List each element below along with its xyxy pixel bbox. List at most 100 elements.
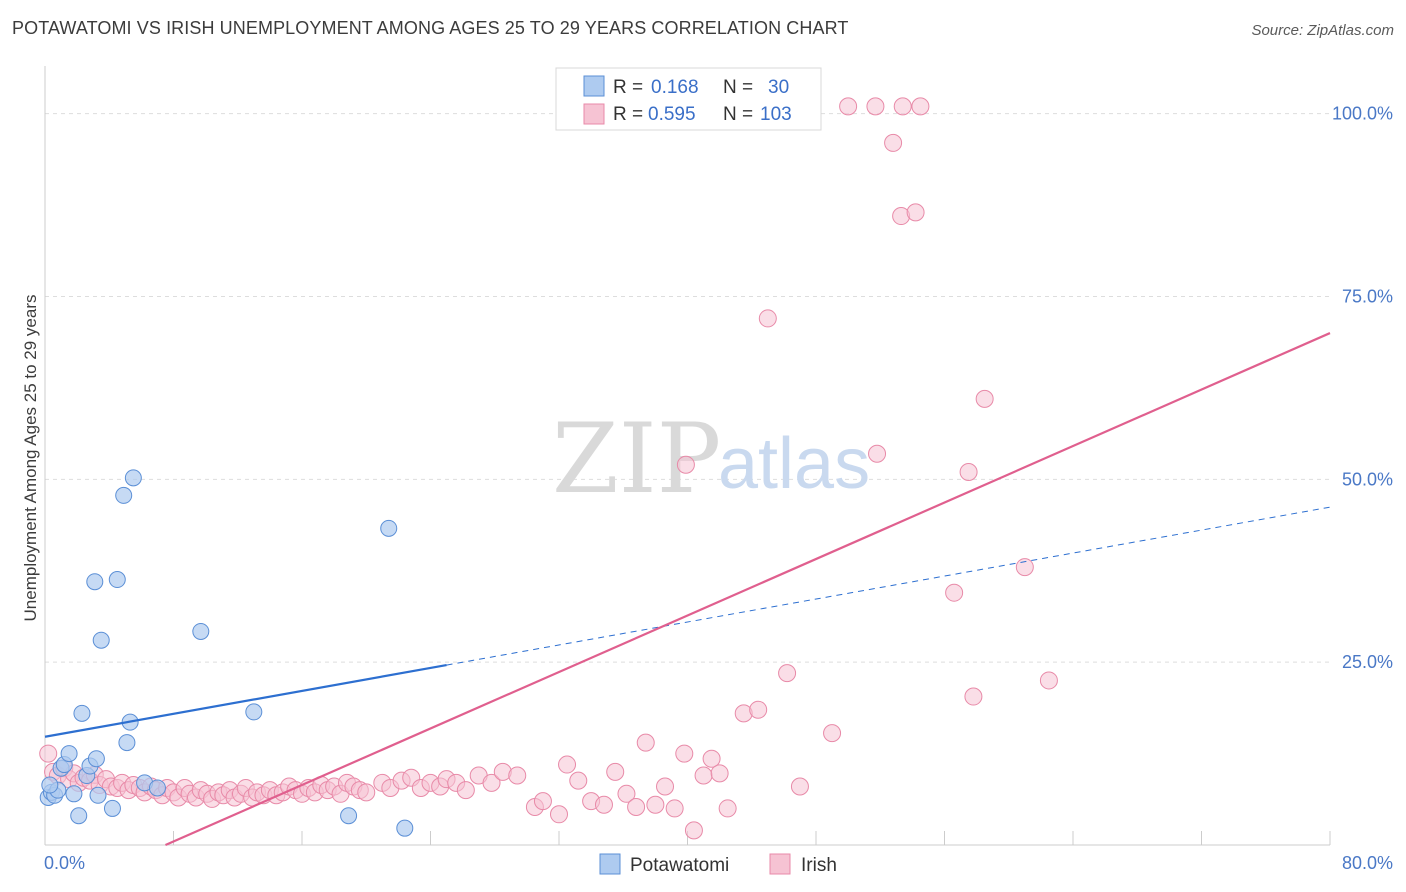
irish-trend-line [165,332,1331,847]
irish-point-103 [868,444,887,463]
potawatomi-points [39,469,414,837]
irish-point-83 [665,799,684,818]
irish-point-85 [684,821,703,840]
irish-point-107 [959,463,978,482]
irish-point-84 [675,744,694,763]
watermark-atlas: atlas [718,424,870,504]
irish-point-88 [710,764,729,783]
bottom-legend-swatch-potawatomi [599,853,621,875]
irish-point-79 [627,797,646,816]
grid-lines [45,113,1330,663]
legend-swatch-potawatomi [583,75,605,97]
watermark: ZIP atlas [552,403,870,515]
y-tick-label-3: 100.0% [1332,104,1393,124]
bottom-legend-potawatomi: Potawatomi [630,855,729,876]
irish-point-74 [569,771,588,790]
potawatomi-trend-extension [446,506,1331,666]
irish-point-67 [482,773,501,792]
irish-point-104 [676,455,695,474]
potawatomi-point-19 [118,734,136,752]
legend-r-value-2: 0.595 [648,104,696,125]
irish-point-92 [758,309,777,328]
legend-swatch-irish [583,103,605,125]
irish-point-100 [911,97,930,116]
irish-point-71 [533,792,552,811]
legend-r-label-1: R = [613,77,643,98]
potawatomi-point-8 [70,807,88,825]
potawatomi-point-14 [89,786,107,804]
irish-point-106 [964,687,983,706]
potawatomi-point-29 [41,776,59,794]
legend-n-value-2: 103 [760,104,792,125]
irish-point-65 [456,781,475,800]
irish-point-82 [656,777,675,796]
series-legend: Potawatomi Irish [599,853,837,876]
irish-point-95 [823,724,842,743]
irish-points [39,97,1058,840]
irish-point-102 [906,203,925,222]
bottom-legend-swatch-irish [769,853,791,875]
x-tick-label-1: 80.0% [1342,853,1393,873]
irish-point-0 [39,744,58,763]
potawatomi-point-12 [87,750,105,768]
x-tick-label-0: 0.0% [44,853,85,873]
irish-point-81 [646,795,665,814]
irish-point-72 [550,805,568,824]
irish-point-80 [636,733,655,752]
potawatomi-point-18 [115,486,133,504]
y-tick-label-0: 25.0% [1342,652,1393,672]
irish-point-110 [1039,671,1058,690]
irish-point-87 [702,749,721,768]
irish-point-69 [508,766,527,785]
potawatomi-point-7 [65,785,83,803]
potawatomi-point-6 [60,745,78,763]
potawatomi-point-24 [192,622,210,640]
correlation-legend: R = 0.168 N = 30 R = 0.595 N = 103 [555,67,822,131]
irish-point-96 [839,97,858,116]
potawatomi-point-27 [380,519,398,537]
irish-point-93 [778,664,797,683]
potawatomi-point-26 [340,807,358,825]
potawatomi-point-9 [73,704,91,722]
potawatomi-point-13 [86,573,104,591]
y-tick-label-2: 75.0% [1342,286,1393,306]
irish-point-98 [884,133,903,152]
irish-point-108 [975,389,994,408]
irish-point-76 [594,795,613,814]
potawatomi-point-15 [92,631,110,649]
irish-point-77 [606,762,625,781]
y-axis-label: Unemployment Among Ages 25 to 29 years [21,295,40,622]
irish-point-78 [617,784,636,803]
irish-point-109 [1015,558,1034,577]
axes [44,66,1331,846]
legend-n-label-2: N = [723,104,753,125]
legend-n-label-1: N = [723,77,753,98]
potawatomi-point-25 [245,703,263,721]
legend-r-value-1: 0.168 [651,77,699,98]
irish-point-55 [357,783,376,802]
potawatomi-point-16 [103,799,121,817]
irish-point-94 [790,777,809,796]
irish-point-97 [866,97,885,116]
potawatomi-trend-line [44,664,447,738]
source-label: Source: ZipAtlas.com [1251,22,1394,39]
watermark-zip: ZIP [552,403,721,515]
irish-point-105 [945,583,964,602]
potawatomi-point-23 [148,779,166,797]
legend-n-value-1: 30 [768,77,789,98]
trend-lines [44,332,1331,847]
potawatomi-point-21 [124,469,142,487]
potawatomi-point-28 [396,819,414,837]
irish-point-99 [893,97,912,116]
irish-point-91 [749,700,768,719]
tick-labels: 25.0% 50.0% 75.0% 100.0% 0.0% 80.0% [44,104,1393,873]
irish-point-73 [558,755,577,774]
y-tick-label-1: 50.0% [1342,469,1393,489]
irish-point-86 [694,766,713,785]
irish-point-89 [718,799,737,818]
bottom-legend-irish: Irish [801,855,837,876]
chart-title: POTAWATOMI VS IRISH UNEMPLOYMENT AMONG A… [12,18,849,38]
legend-r-label-2: R = [613,104,643,125]
potawatomi-point-17 [108,571,126,589]
